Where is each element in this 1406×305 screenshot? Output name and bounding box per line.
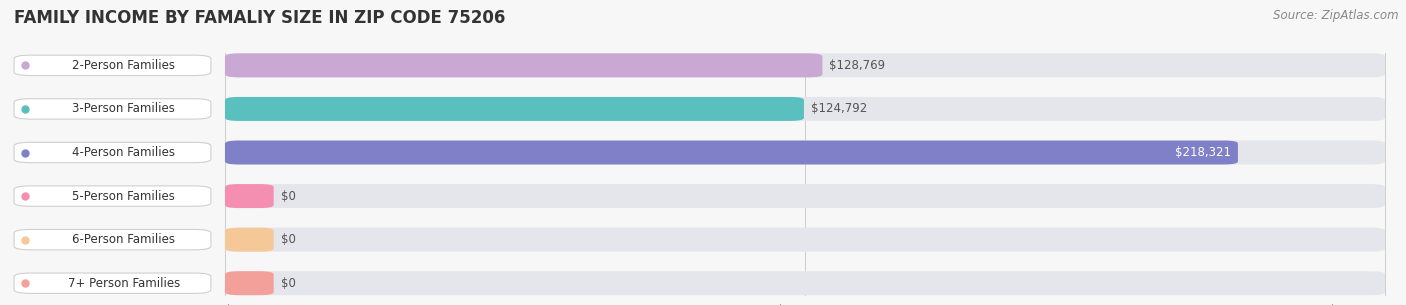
FancyBboxPatch shape bbox=[225, 271, 1385, 295]
Text: $0: $0 bbox=[281, 190, 295, 203]
Text: 4-Person Families: 4-Person Families bbox=[72, 146, 176, 159]
FancyBboxPatch shape bbox=[225, 184, 274, 208]
Text: $125,000: $125,000 bbox=[778, 304, 832, 305]
Text: Source: ZipAtlas.com: Source: ZipAtlas.com bbox=[1274, 9, 1399, 22]
FancyBboxPatch shape bbox=[225, 97, 804, 121]
Text: 5-Person Families: 5-Person Families bbox=[72, 190, 176, 203]
FancyBboxPatch shape bbox=[14, 99, 211, 119]
Text: $0: $0 bbox=[281, 233, 295, 246]
FancyBboxPatch shape bbox=[225, 228, 274, 252]
Text: 7+ Person Families: 7+ Person Families bbox=[67, 277, 180, 290]
FancyBboxPatch shape bbox=[225, 53, 1385, 77]
FancyBboxPatch shape bbox=[225, 184, 1385, 208]
Text: 6-Person Families: 6-Person Families bbox=[72, 233, 176, 246]
Text: $218,321: $218,321 bbox=[1175, 146, 1230, 159]
Text: 2-Person Families: 2-Person Families bbox=[72, 59, 176, 72]
Text: $250,000: $250,000 bbox=[1329, 304, 1385, 305]
Text: FAMILY INCOME BY FAMALIY SIZE IN ZIP CODE 75206: FAMILY INCOME BY FAMALIY SIZE IN ZIP COD… bbox=[14, 9, 505, 27]
FancyBboxPatch shape bbox=[14, 229, 211, 250]
Text: $0: $0 bbox=[225, 304, 240, 305]
Text: $0: $0 bbox=[281, 277, 295, 290]
FancyBboxPatch shape bbox=[225, 53, 823, 77]
Text: $128,769: $128,769 bbox=[830, 59, 886, 72]
FancyBboxPatch shape bbox=[14, 142, 211, 163]
FancyBboxPatch shape bbox=[225, 228, 1385, 252]
FancyBboxPatch shape bbox=[225, 141, 1237, 164]
FancyBboxPatch shape bbox=[14, 186, 211, 206]
FancyBboxPatch shape bbox=[225, 271, 274, 295]
FancyBboxPatch shape bbox=[14, 55, 211, 76]
Text: 3-Person Families: 3-Person Families bbox=[72, 102, 176, 115]
FancyBboxPatch shape bbox=[14, 273, 211, 293]
Text: $124,792: $124,792 bbox=[811, 102, 868, 115]
FancyBboxPatch shape bbox=[225, 141, 1385, 164]
FancyBboxPatch shape bbox=[225, 97, 1385, 121]
